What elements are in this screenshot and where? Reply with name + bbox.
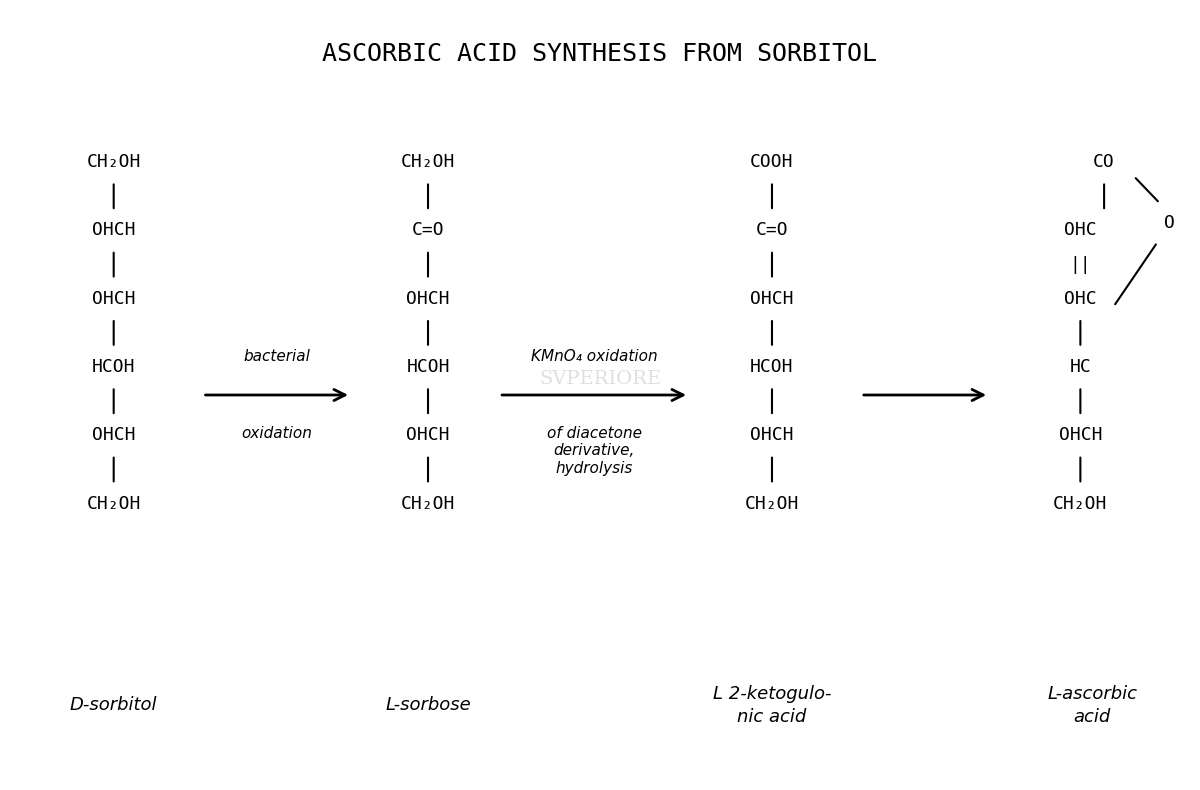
Text: CH₂OH: CH₂OH — [86, 495, 140, 513]
Text: SVPERIORE: SVPERIORE — [539, 371, 661, 389]
Text: OHCH: OHCH — [750, 427, 793, 444]
Text: CH₂OH: CH₂OH — [401, 153, 455, 171]
Text: HCOH: HCOH — [92, 358, 136, 376]
Text: KMnO₄ oxidation: KMnO₄ oxidation — [530, 349, 658, 364]
Text: HC: HC — [1069, 358, 1091, 376]
Text: OHCH: OHCH — [92, 427, 136, 444]
Text: CH₂OH: CH₂OH — [1054, 495, 1108, 513]
Text: C=O: C=O — [756, 221, 788, 239]
Text: L-ascorbic
acid: L-ascorbic acid — [1048, 685, 1138, 726]
Text: OHCH: OHCH — [92, 221, 136, 239]
Text: HCOH: HCOH — [407, 358, 450, 376]
Text: OHCH: OHCH — [407, 427, 450, 444]
Text: OHCH: OHCH — [407, 290, 450, 308]
Text: L 2-ketogulo-
nic acid: L 2-ketogulo- nic acid — [713, 685, 832, 726]
Text: oxidation: oxidation — [241, 426, 312, 441]
Text: ||: || — [1069, 256, 1091, 273]
Text: CH₂OH: CH₂OH — [401, 495, 455, 513]
Text: L-sorbose: L-sorbose — [385, 697, 470, 714]
Text: O: O — [1164, 214, 1175, 231]
Text: D-sorbitol: D-sorbitol — [70, 697, 157, 714]
Text: COOH: COOH — [750, 153, 793, 171]
Text: CH₂OH: CH₂OH — [86, 153, 140, 171]
Text: OHC: OHC — [1064, 221, 1097, 239]
Text: HCOH: HCOH — [750, 358, 793, 376]
Text: OHCH: OHCH — [1058, 427, 1102, 444]
Text: OHC: OHC — [1064, 290, 1097, 308]
Text: of diacetone
derivative,
hydrolysis: of diacetone derivative, hydrolysis — [546, 426, 642, 476]
Text: CO: CO — [1093, 153, 1115, 171]
Text: OHCH: OHCH — [92, 290, 136, 308]
Text: CH₂OH: CH₂OH — [745, 495, 799, 513]
Text: C=O: C=O — [412, 221, 444, 239]
Text: OHCH: OHCH — [750, 290, 793, 308]
Text: bacterial: bacterial — [244, 349, 311, 364]
Text: ASCORBIC ACID SYNTHESIS FROM SORBITOL: ASCORBIC ACID SYNTHESIS FROM SORBITOL — [323, 42, 877, 66]
